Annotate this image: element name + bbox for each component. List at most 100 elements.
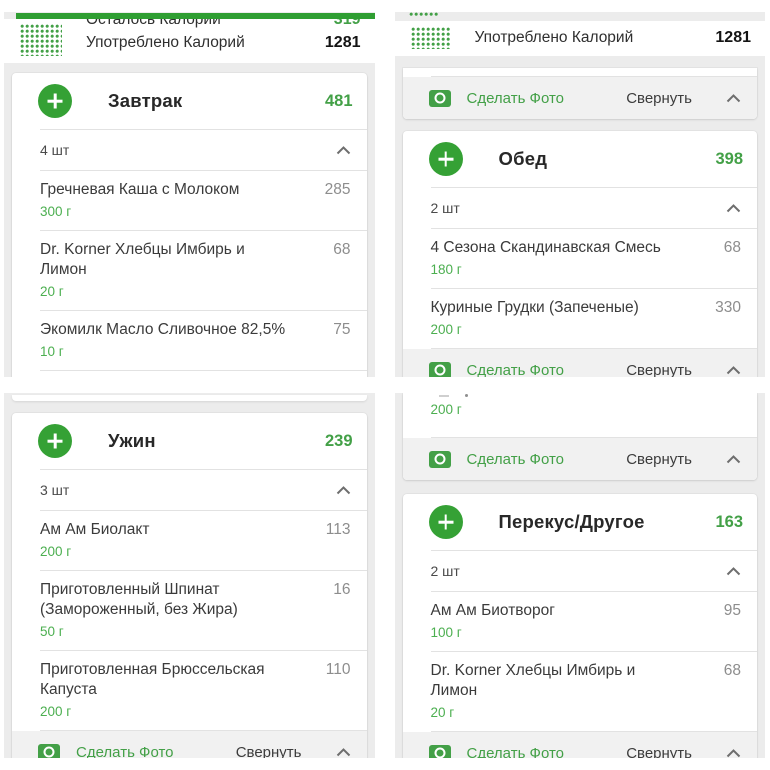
card-footer: Сделать Фото Свернуть: [402, 732, 757, 758]
add-food-icon[interactable]: [428, 505, 463, 539]
item-count-row[interactable]: 2 шт: [403, 551, 758, 591]
collapse-button[interactable]: Свернуть: [626, 745, 741, 758]
add-food-icon[interactable]: [38, 424, 72, 458]
food-portion: 200 г: [40, 544, 72, 559]
meal-title: Ужин: [108, 430, 156, 451]
food-item[interactable]: Приготовленная Брюссельская Капуста 110 …: [12, 651, 367, 730]
take-photo-button[interactable]: Сделать Фото: [38, 743, 236, 759]
divider: [430, 348, 757, 349]
food-portion: 300 г: [40, 204, 72, 219]
camera-icon: [38, 743, 60, 758]
item-count-row[interactable]: 3 шт: [12, 470, 367, 510]
item-count-row[interactable]: 2 шт: [403, 188, 758, 228]
divider: [430, 591, 757, 592]
food-calories: 75: [333, 321, 351, 338]
camera-icon: [428, 744, 451, 758]
food-item[interactable]: Экомилк Масло Сливочное 82,5% 75 10 г: [12, 311, 367, 370]
food-item[interactable]: Ам Ам Биолакт 113 200 г: [12, 511, 367, 570]
food-calories: 68: [723, 239, 741, 256]
add-food-icon[interactable]: [428, 142, 463, 176]
food-item[interactable]: Куриные Грудки (Запеченые) 330 200 г: [403, 289, 758, 348]
meal-card-header: Обед 398: [403, 131, 758, 187]
chevron-up-icon: [726, 454, 741, 463]
divider: [40, 310, 367, 311]
divider: [430, 187, 757, 188]
cropped-card-bottom: Сделать Фото Свернуть: [402, 68, 757, 119]
food-name: Гречневая Каша с Молоком: [40, 181, 240, 198]
divider: [40, 570, 367, 571]
food-name: Dr. Korner Хлебцы Имбирь и Лимон: [430, 662, 636, 699]
take-photo-label: Сделать Фото: [466, 361, 565, 378]
food-name: Ам Ам Биолакт: [40, 521, 150, 538]
food-calories: 16: [333, 581, 351, 598]
add-food-icon[interactable]: [38, 84, 72, 118]
food-item[interactable]: Dr. Korner Хлебцы Имбирь и Лимон 68 20 г: [12, 231, 367, 310]
food-item[interactable]: 4 Сезона Скандинавская Смесь 68 180 г: [403, 229, 758, 288]
take-photo-button[interactable]: Сделать Фото: [428, 361, 627, 378]
divider: [40, 510, 367, 511]
calorie-summary: Осталось Калорий 319 Употреблено Калорий…: [4, 19, 375, 63]
consumed-calories-label: Употреблено Калорий: [474, 28, 634, 46]
food-name: Приготовленный Шпинат (Замороженный, без…: [40, 581, 238, 618]
meal-card-snack: Перекус/Другое 163 2 шт Ам Ам Биотворог …: [402, 494, 758, 758]
panel-bottom-right: 200 г Сделать Фото Свернуть Перекус/Друг…: [394, 393, 765, 758]
calorie-grid-icon: [410, 26, 451, 49]
item-count-label: 3 шт: [40, 482, 70, 498]
chevron-up-icon: [726, 365, 741, 374]
food-calories: 285: [324, 181, 351, 198]
remaining-calories-row: Осталось Калорий 319: [86, 19, 361, 31]
food-calories: 68: [723, 662, 741, 679]
food-item[interactable]: Dr. Korner Хлебцы Имбирь и Лимон 68 20 г: [403, 652, 758, 731]
calorie-grid-icon: [20, 24, 62, 56]
food-calories: 113: [325, 521, 351, 538]
chevron-up-icon: [726, 203, 741, 212]
divider: [40, 129, 367, 130]
food-item[interactable]: Гречневая Каша с Молоком 285 300 г: [12, 171, 367, 230]
take-photo-label: Сделать Фото: [76, 743, 174, 759]
clipped-item-text: [431, 393, 758, 399]
take-photo-button[interactable]: Сделать Фото: [428, 744, 627, 758]
camera-icon: [428, 450, 451, 468]
camera-icon: [428, 361, 451, 377]
item-count-label: 2 шт: [430, 563, 460, 579]
chevron-up-icon: [726, 748, 741, 757]
food-portion: 100 г: [430, 625, 462, 640]
take-photo-button[interactable]: Сделать Фото: [428, 89, 627, 107]
food-item[interactable]: Приготовленный Шпинат (Замороженный, без…: [12, 571, 367, 650]
card-footer: Сделать Фото Свернуть: [402, 349, 757, 378]
meal-card-header: Завтрак 481: [12, 73, 367, 129]
collapse-label: Свернуть: [626, 89, 692, 107]
food-portion: 200 г: [430, 322, 462, 337]
food-portion: 20 г: [40, 284, 64, 299]
food-portion: 200 г: [430, 402, 462, 417]
collapse-button[interactable]: Свернуть: [236, 744, 351, 758]
collapse-button[interactable]: Свернуть: [626, 90, 741, 107]
divider: [40, 170, 367, 171]
divider: [40, 650, 367, 651]
food-portion: 50 г: [40, 624, 64, 639]
item-count-row[interactable]: 4 шт: [12, 130, 367, 170]
collapse-button[interactable]: Свернуть: [626, 362, 741, 377]
item-count-label: 4 шт: [40, 142, 70, 158]
remaining-calories-label: Осталось Калорий: [86, 19, 221, 28]
cropped-card-edge: [12, 395, 367, 401]
consumed-calories-row: Употреблено Калорий 1281: [475, 26, 752, 49]
take-photo-button[interactable]: Сделать Фото: [428, 450, 627, 468]
food-name: Ам Ам Биотворог: [430, 602, 555, 619]
food-calories: 68: [333, 241, 351, 258]
food-name: 4 Сезона Скандинавская Смесь: [430, 239, 661, 256]
chevron-up-icon: [726, 93, 741, 102]
food-name: Dr. Korner Хлебцы Имбирь и Лимон: [40, 241, 245, 278]
meal-card-breakfast: Завтрак 481 4 шт Гречневая Каша с Молоко…: [12, 73, 367, 377]
meal-calories: 239: [324, 431, 353, 450]
panel-top-right: Употреблено Калорий 1281 Сделать Фото Св…: [394, 12, 765, 378]
panel-bottom-left: Ужин 239 3 шт Ам Ам Биолакт 113 200 г Пр…: [4, 393, 375, 758]
food-item[interactable]: Белый Хлеб 53: [12, 371, 367, 377]
collapse-button[interactable]: Свернуть: [626, 451, 741, 468]
food-item[interactable]: Ам Ам Биотворог 95 100 г: [403, 592, 758, 651]
meal-title: Перекус/Другое: [498, 511, 645, 532]
food-calories: 110: [325, 661, 351, 678]
food-portion: 200 г: [40, 704, 72, 719]
meal-card-header: Перекус/Другое 163: [403, 494, 758, 550]
